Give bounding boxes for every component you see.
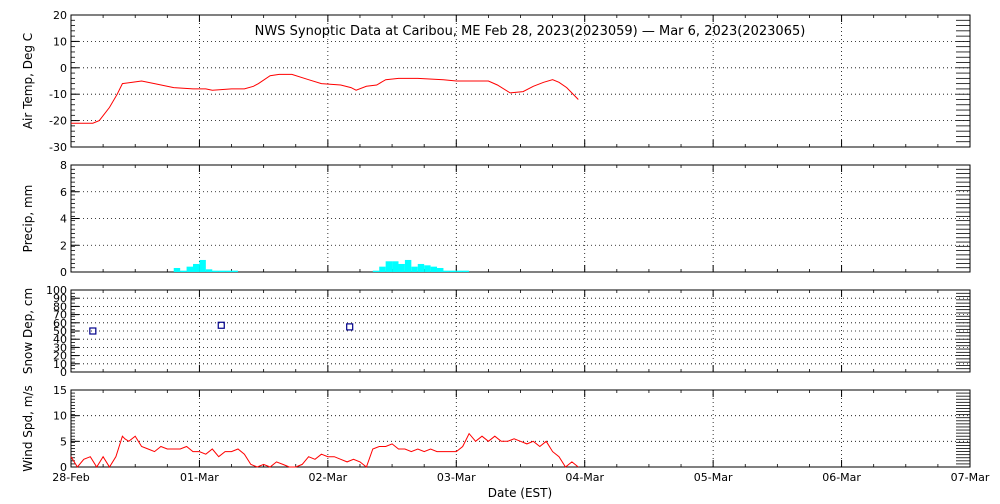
precip-bar [411,266,418,272]
y-tick-label: 20 [53,9,67,22]
y-tick-label: 15 [53,384,67,397]
y-axis-label: Snow Dep, cm [21,288,35,374]
series-line [71,73,579,124]
precip-bar [199,259,206,272]
plot-frame [70,389,971,468]
y-tick-label: 10 [53,35,67,48]
panel-wind-speed: 0 5 10 15 Wind Spd, m/s [21,384,971,474]
precip-bar [212,270,219,272]
y-tick-label: 10 [53,410,67,423]
y-tick-label: 10 [53,358,67,371]
y-axis-label: Wind Spd, m/s [21,385,35,471]
series-line [70,432,579,468]
y-tick-label: 50 [53,325,67,338]
y-tick-label: -30 [49,141,67,154]
x-tick-label: 05-Mar [694,471,733,484]
x-axis-label: Date (EST) [488,486,552,500]
y-tick-label: 20 [53,350,67,363]
precip-bar [173,267,181,272]
x-tick-label: 01-Mar [180,471,219,484]
y-tick-label: 70 [53,309,67,322]
x-tick-label: 04-Mar [565,471,604,484]
x-tick-label: 03-Mar [437,471,476,484]
x-tick-label: 02-Mar [308,471,347,484]
precip-bar [404,259,412,272]
y-tick-label: 30 [53,341,67,354]
precip-bar [231,270,238,272]
precip-bar [392,261,399,272]
y-tick-label: 80 [53,300,67,313]
precip-bar [456,270,463,272]
y-tick-label: 0 [60,461,67,474]
snow-depth-point [217,321,225,329]
y-axis-label: Precip, mm [21,185,35,253]
y-tick-label: 100 [46,284,67,297]
y-tick-label: 4 [60,213,67,226]
precip-bar [437,267,444,272]
x-tick-label: 06-Mar [822,471,861,484]
x-tick-label: 28-Feb [52,471,89,484]
y-tick-label: 90 [53,292,67,305]
y-tick-label: 60 [53,317,67,330]
y-tick-label: -10 [49,88,67,101]
y-tick-label: 2 [60,239,67,252]
y-tick-label: 40 [53,333,67,346]
precip-bar [225,270,232,272]
precip-bar [205,269,213,272]
precip-bar [443,270,450,272]
precip-bar [398,263,405,272]
chart-title: NWS Synoptic Data at Caribou, ME Feb 28,… [255,24,806,39]
y-tick-label: 0 [60,366,67,379]
x-tick-label: 07-Mar [951,471,990,484]
precip-bar [379,266,386,272]
precip-bar [417,263,425,272]
precip-bar [193,263,200,272]
panel-precip: 0 2 4 6 8 Precip, mm [21,159,971,279]
precip-bar [430,266,438,272]
snow-depth-point [89,327,97,335]
y-tick-label: 5 [60,435,67,448]
y-tick-label: 0 [60,266,67,279]
precip-bar [372,270,380,272]
precip-bar [462,270,470,272]
precip-bar [449,270,457,272]
precip-bar [385,261,393,272]
y-tick-label: 0 [60,62,67,75]
y-tick-label: 6 [60,186,67,199]
snow-depth-point [346,323,354,331]
precip-bar [424,265,431,272]
y-tick-label: -20 [49,115,67,128]
precip-bar [218,270,226,272]
y-tick-label: 8 [60,159,67,172]
precip-bar [180,270,187,272]
y-axis-label: Air Temp, Deg C [21,33,35,129]
precip-bar [186,266,194,272]
panel-air-temp: -30 -20 -10 0 10 20 Air Temp, Deg C [21,9,971,154]
